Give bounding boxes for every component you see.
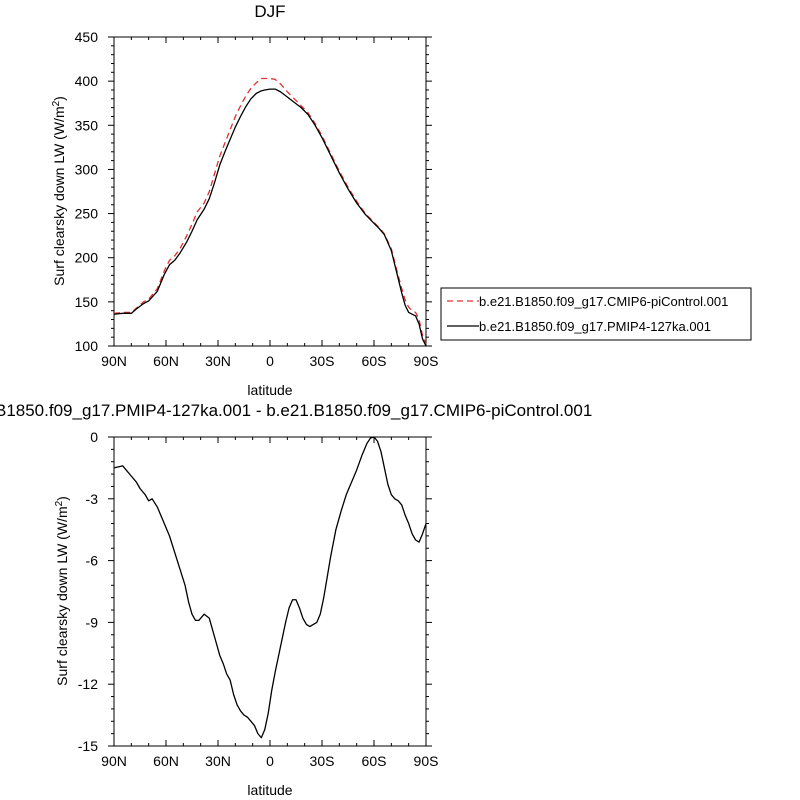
legend-label-127ka: b.e21.B1850.f09_g17.PMIP4-127ka.001 — [479, 319, 711, 334]
bottom-series-line-0 — [113, 436, 427, 739]
bottom-y-tick-label: -6 — [86, 553, 99, 569]
top-x-tick-label: 60N — [153, 353, 179, 369]
bottom-x-tick-label: 60S — [362, 753, 387, 769]
legend: b.e21.B1850.f09_g17.CMIP6-piControl.001 … — [440, 287, 752, 341]
top-y-axis-title-close: ) — [51, 96, 67, 101]
top-y-tick-label: 300 — [75, 161, 99, 177]
top-x-tick-label: 0 — [266, 353, 274, 369]
bottom-x-tick-label: 30N — [205, 753, 231, 769]
bottom-y-tick-label: -15 — [78, 738, 98, 754]
bottom-x-tick-label: 60N — [153, 753, 179, 769]
top-y-tick-label: 100 — [75, 338, 99, 354]
top-y-axis-title-sup: 2 — [51, 100, 62, 106]
top-y-axis-title-main: Surf clearsky down LW (W/m — [51, 106, 67, 285]
top-series — [113, 77, 427, 347]
bottom-y-axis-title-sup: 2 — [54, 500, 65, 506]
bottom-y-axis-title: Surf clearsky down LW (W/m2) — [54, 496, 71, 686]
top-x-tick-label: 90N — [101, 353, 127, 369]
top-plot: DJF 90N 60N 30N 0 30S 60S 90S 100 150 200 250 300 35… — [51, 2, 439, 398]
top-x-tick-label: 30S — [310, 353, 335, 369]
bottom-y-tick-label: 0 — [90, 429, 98, 445]
bottom-y-tick-label: -3 — [86, 491, 99, 507]
bottom-x-tick-label: 0 — [266, 753, 274, 769]
top-y-tick-label: 450 — [75, 29, 99, 45]
bottom-x-tick-label: 30S — [310, 753, 335, 769]
top-series-line-1 — [113, 88, 427, 347]
top-y-tick-label: 150 — [75, 294, 99, 310]
top-y-axis-title: Surf clearsky down LW (W/m2) — [51, 96, 68, 286]
top-y-tick-label: 200 — [75, 250, 99, 266]
bottom-y-tick-label: -9 — [86, 614, 99, 630]
top-y-tick-label: 400 — [75, 73, 99, 89]
bottom-x-tick-label: 90S — [414, 753, 439, 769]
top-y-tick-label: 250 — [75, 206, 99, 222]
bottom-series — [113, 436, 427, 739]
bottom-x-tick-label: 90N — [101, 753, 127, 769]
top-y-tick-label: 350 — [75, 117, 99, 133]
bottom-plot: b.e21.B1850.f09_g17.PMIP4-127ka.001 - b.… — [0, 401, 592, 798]
legend-label-piControl: b.e21.B1850.f09_g17.CMIP6-piControl.001 — [479, 294, 728, 309]
top-ticks: 90N 60N 30N 0 30S 60S 90S 100 150 200 250 300 350 400… — [75, 29, 439, 369]
legend-box — [440, 287, 752, 341]
bottom-y-axis-title-main: Surf clearsky down LW (W/m — [54, 506, 70, 685]
top-series-line-0 — [113, 77, 427, 345]
bottom-y-axis-title-close: ) — [54, 496, 70, 501]
top-x-axis-title: latitude — [247, 382, 292, 398]
bottom-y-tick-label: -12 — [78, 676, 98, 692]
top-plot-frame — [113, 36, 427, 347]
bottom-x-axis-title: latitude — [247, 782, 292, 798]
top-x-tick-label: 30N — [205, 353, 231, 369]
top-x-tick-label: 60S — [362, 353, 387, 369]
top-x-tick-label: 90S — [414, 353, 439, 369]
top-plot-title: DJF — [254, 2, 285, 21]
bottom-plot-title: b.e21.B1850.f09_g17.PMIP4-127ka.001 - b.… — [0, 401, 592, 420]
bottom-ticks: 90N 60N 30N 0 30S 60S 90S 0 -3 -6 -9 -12 -15 — [78, 429, 439, 769]
